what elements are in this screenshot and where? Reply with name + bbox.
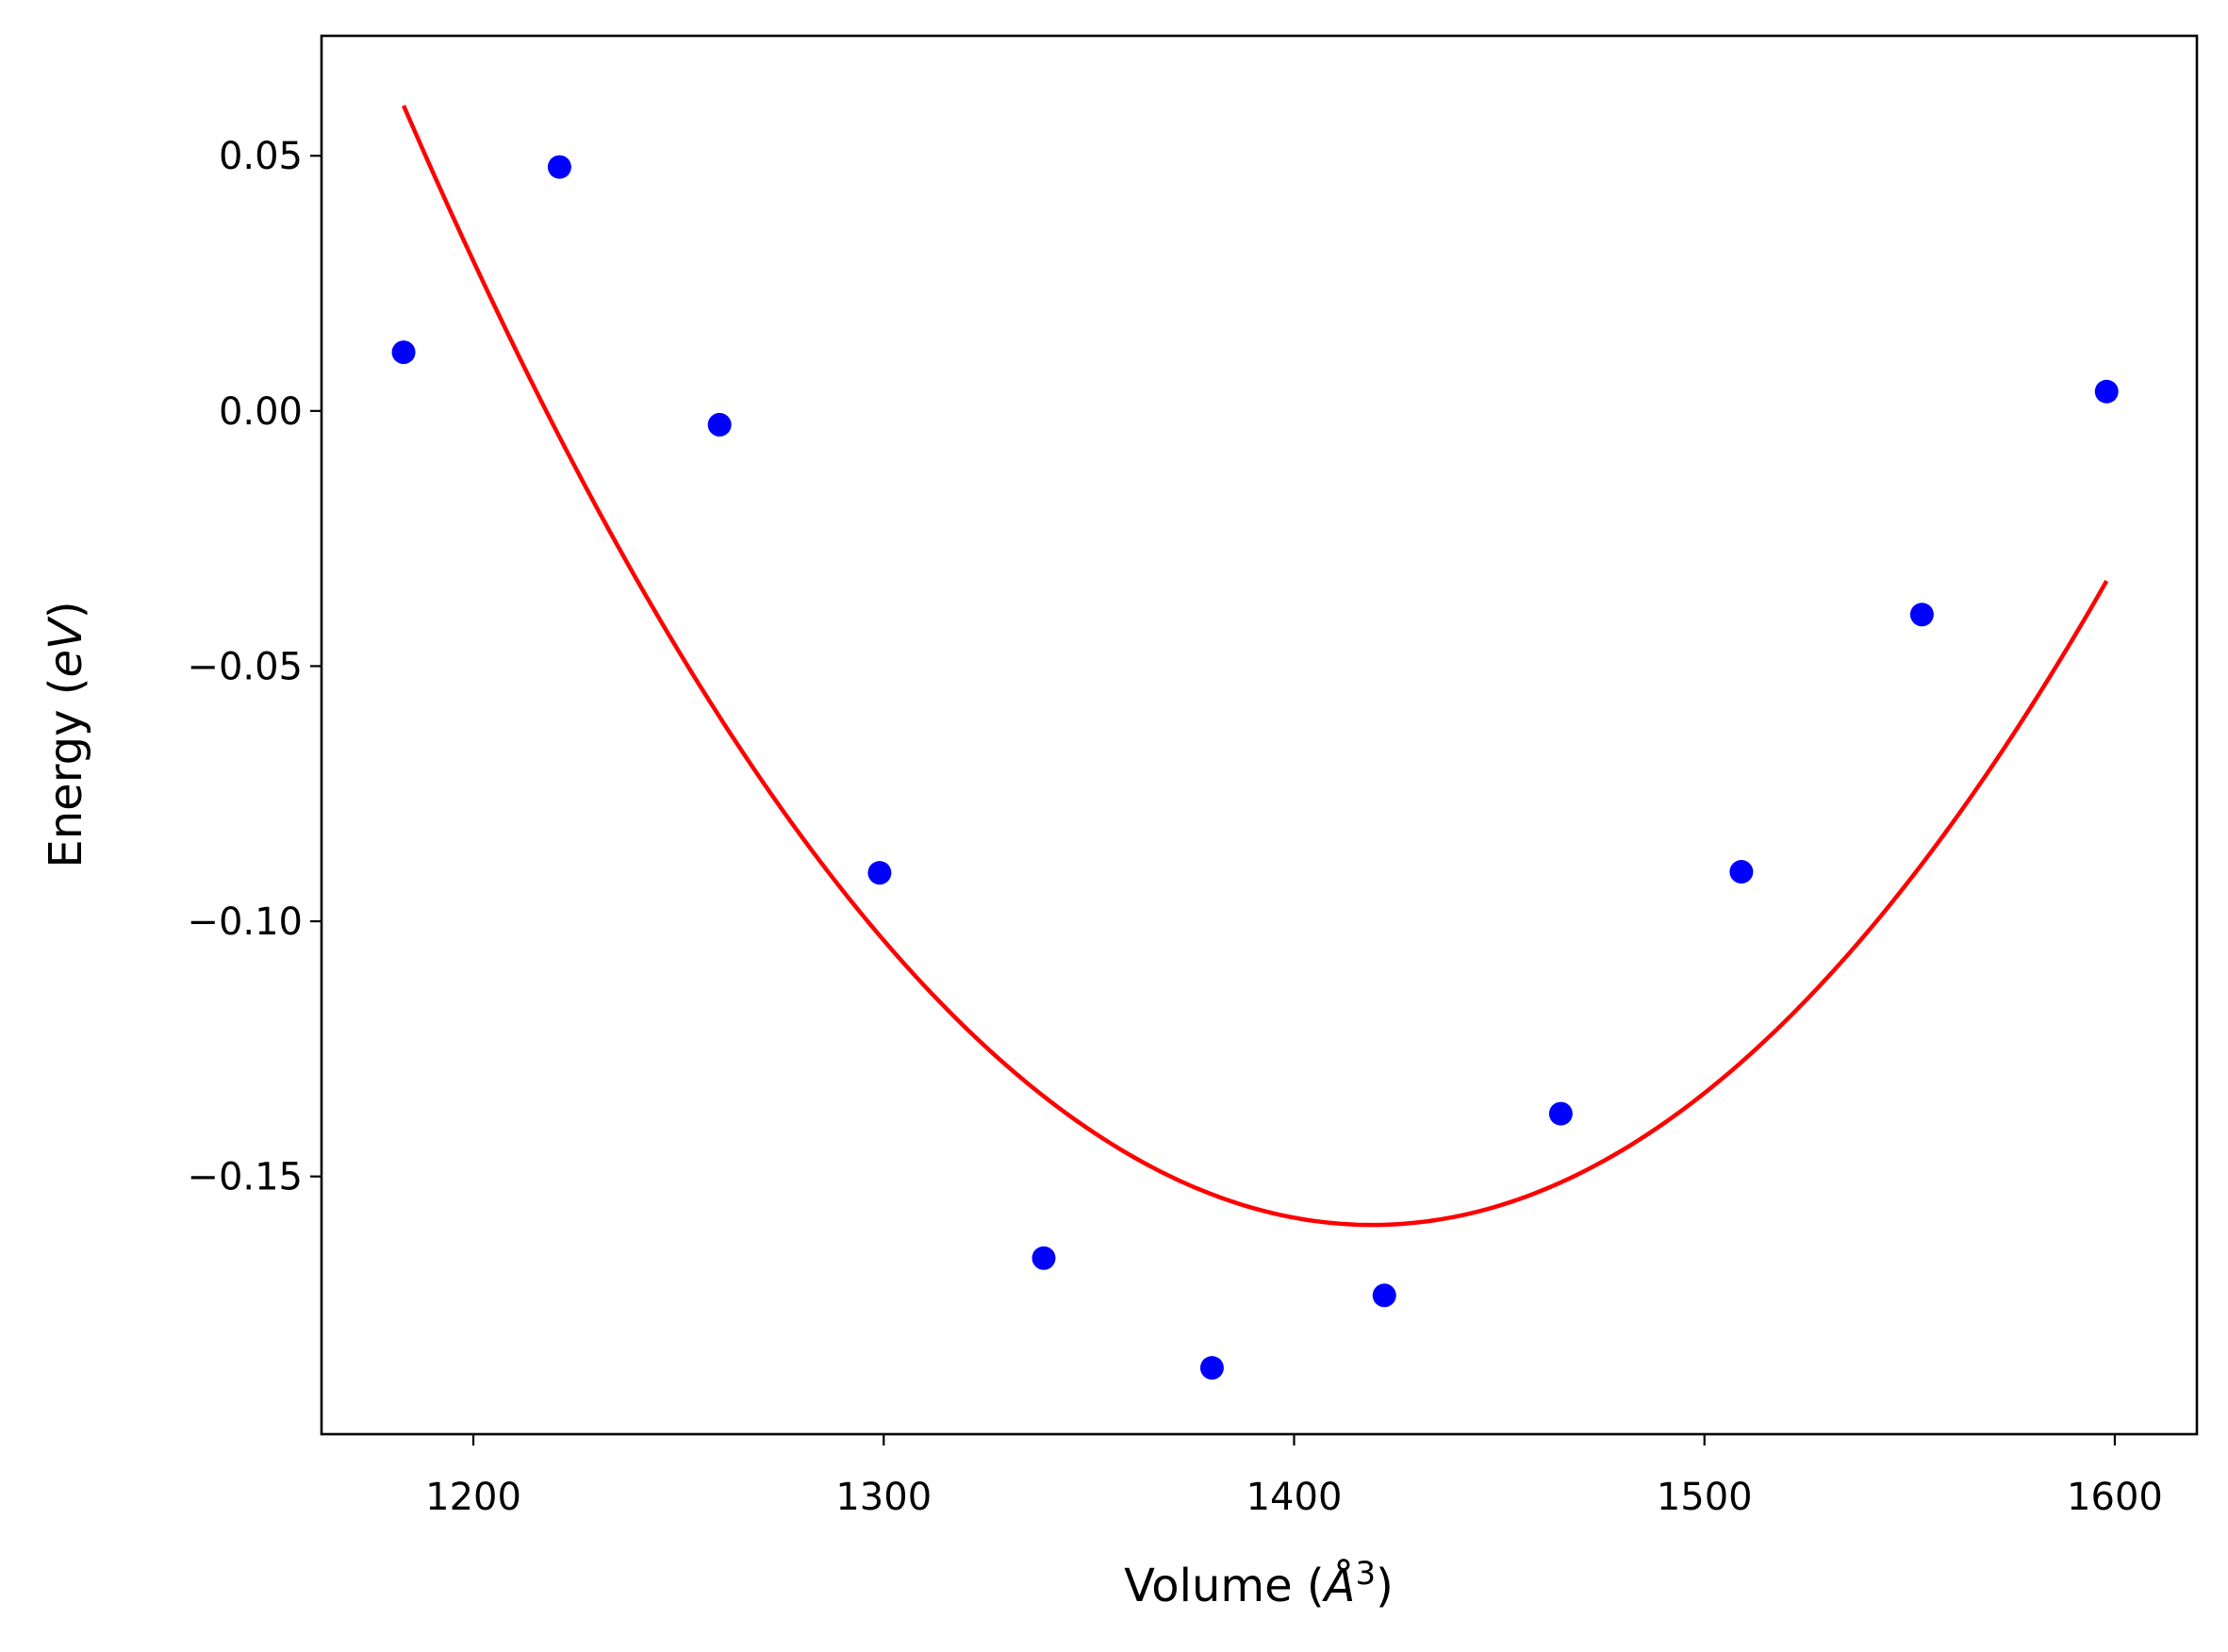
y-tick-label: −0.15 <box>187 1156 303 1199</box>
fit-curve-line <box>401 105 2109 1228</box>
x-tick-label: 1500 <box>1657 1476 1753 1519</box>
x-axis-label: Volume (Å3) <box>1124 1555 1394 1612</box>
plot-area <box>322 36 2197 1434</box>
scatter-point <box>1909 603 1934 627</box>
fit-curve-layer <box>401 105 2109 1228</box>
x-axis-ticks: 1200 1300 1400 1500 1600 <box>425 1434 2163 1519</box>
scatter-point <box>1031 1246 1056 1270</box>
scatter-point <box>867 861 892 885</box>
scatter-point <box>2094 379 2119 404</box>
y-tick-label: 0.05 <box>219 135 303 178</box>
scatter-point <box>1199 1356 1224 1380</box>
scatter-point <box>707 412 732 437</box>
y-axis-ticks: 0.05 0.00 −0.05 −0.10 −0.15 <box>187 135 322 1199</box>
y-tick-label: 0.00 <box>219 390 303 434</box>
y-tick-label: −0.05 <box>187 645 303 688</box>
scatter-point <box>1729 860 1754 884</box>
x-tick-label: 1600 <box>2067 1476 2163 1519</box>
scatter-point <box>1372 1283 1396 1308</box>
x-tick-label: 1300 <box>835 1476 932 1519</box>
scatter-point <box>391 340 416 365</box>
y-axis-label: Energy (eV) <box>40 601 92 867</box>
scatter-points-layer <box>391 155 2119 1380</box>
x-tick-label: 1400 <box>1246 1476 1343 1519</box>
scatter-point <box>547 155 571 179</box>
scatter-point <box>1548 1101 1573 1126</box>
plot-frame <box>320 34 2199 1436</box>
y-tick-label: −0.10 <box>187 900 303 944</box>
x-tick-label: 1200 <box>425 1476 521 1519</box>
